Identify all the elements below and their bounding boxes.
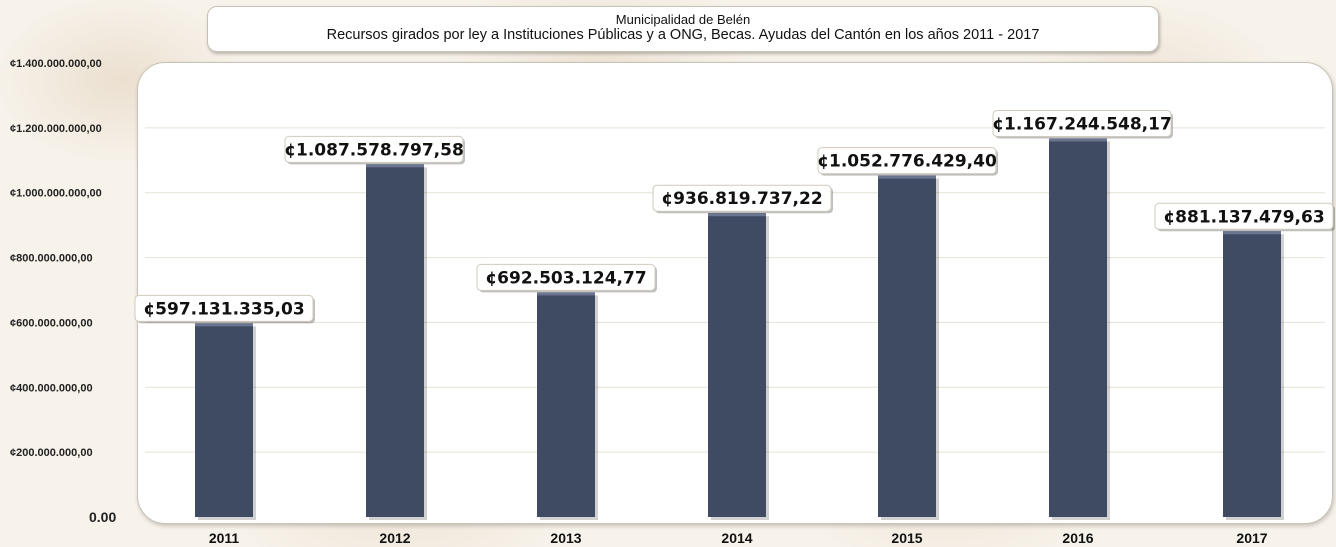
data-label-box (817, 147, 997, 175)
bar (708, 213, 766, 517)
y-tick-label: ¢200.000.000,00 (10, 447, 93, 459)
y-tick-label: ¢1.400.000.000,00 (10, 58, 102, 70)
chart-title: Municipalidad de Belén (615, 12, 751, 27)
data-label: ¢597.131.335,03 (143, 299, 304, 319)
bar-top-highlight (708, 213, 766, 217)
bar (878, 175, 936, 517)
bar-top-highlight (195, 323, 253, 327)
x-tick-label: 2013 (550, 530, 581, 546)
x-tick-label: 2012 (379, 530, 410, 546)
bar-top-highlight (537, 292, 595, 296)
data-label: ¢1.087.578.797,58 (284, 140, 464, 160)
x-tick-label: 2016 (1062, 530, 1093, 546)
y-tick-label: ¢600.000.000,00 (10, 317, 93, 329)
y-tick-label: ¢400.000.000,00 (10, 382, 93, 394)
bar (1049, 138, 1107, 518)
y-tick-label: ¢800.000.000,00 (10, 253, 93, 265)
x-tick-label: 2011 (209, 530, 240, 546)
bar-top-highlight (1049, 138, 1107, 142)
y-tick-label: ¢1.200.000.000,00 (10, 123, 102, 135)
data-label: ¢881.137.479,63 (1163, 207, 1324, 227)
data-label: ¢1.167.244.548,17 (992, 114, 1172, 134)
bar (537, 292, 595, 517)
x-tick-label: 2015 (891, 530, 922, 546)
data-label-box (476, 263, 656, 291)
bar-top-highlight (1223, 231, 1281, 235)
data-label: ¢936.819.737,22 (661, 189, 822, 209)
chart-title-box: Municipalidad de Belén Recursos girados … (207, 6, 1159, 52)
y-tick-label: 0.00 (89, 509, 116, 525)
data-label-box (1154, 202, 1334, 230)
data-label: ¢692.503.124,77 (485, 268, 646, 288)
bar (195, 323, 253, 517)
data-label-box (652, 184, 832, 212)
bar-top-highlight (878, 175, 936, 179)
data-label: ¢1.052.776.429,40 (817, 152, 997, 172)
x-tick-label: 2014 (721, 530, 752, 546)
chart-subtitle: Recursos girados por ley a Instituciones… (326, 27, 1040, 43)
data-label-box (992, 109, 1172, 137)
data-label-box (134, 294, 314, 322)
bar-top-highlight (366, 164, 424, 168)
y-tick-label: ¢1.000.000.000,00 (10, 188, 102, 200)
bar (366, 164, 424, 518)
data-label-box (284, 135, 464, 163)
x-tick-label: 2017 (1236, 530, 1267, 546)
bar (1223, 231, 1281, 517)
